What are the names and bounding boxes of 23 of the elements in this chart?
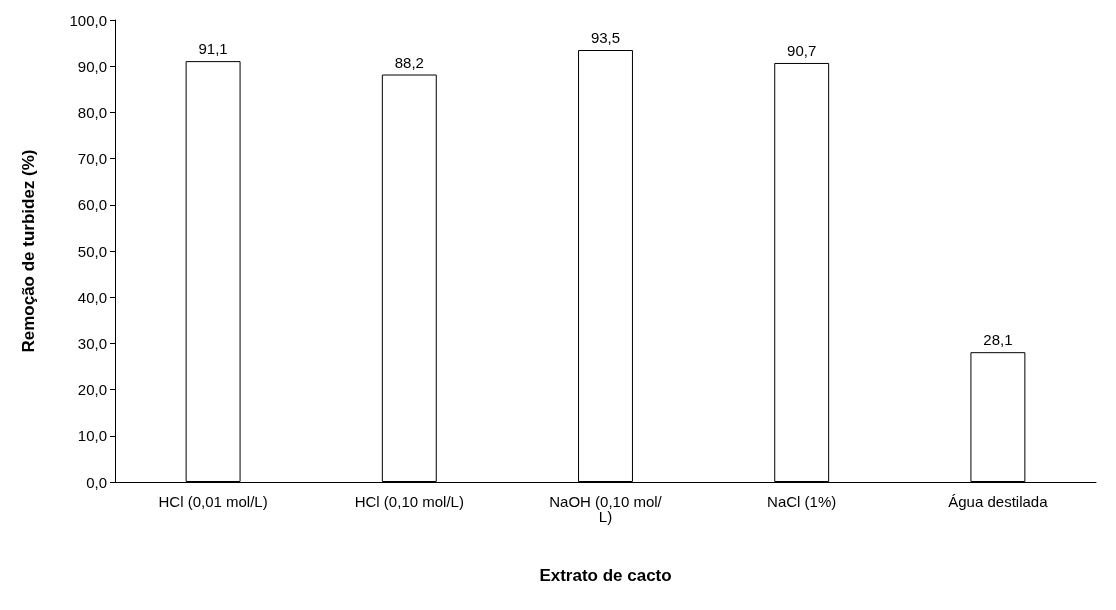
y-tick-label: 50,0: [77, 242, 107, 260]
x-tick-label: Água destilada: [948, 493, 1049, 510]
y-tick-label: 20,0: [77, 381, 107, 399]
y-tick-label: 0,0: [86, 473, 107, 491]
data-label: 91,1: [198, 40, 228, 58]
x-tick-label: HCl (0,10 mol/L): [354, 493, 464, 510]
data-label: 28,1: [983, 331, 1013, 349]
data-label: 93,5: [590, 29, 621, 47]
x-tick-label: NaCl (1%): [767, 493, 837, 510]
y-tick-label: 100,0: [69, 11, 107, 29]
y-tick-label: 90,0: [77, 57, 107, 75]
y-axis-title: Remoção de turbidez (%): [19, 149, 38, 353]
y-tick-label: 60,0: [77, 196, 107, 214]
x-tick-label: HCl (0,01 mol/L): [158, 493, 268, 510]
y-tick-label: 10,0: [77, 427, 107, 445]
y-tick-label: 40,0: [77, 288, 107, 306]
y-tick-label: 80,0: [77, 103, 107, 121]
y-tick-label: 70,0: [77, 150, 107, 168]
x-axis-title: Extrato de cacto: [539, 566, 672, 585]
data-label: 88,2: [394, 53, 424, 71]
x-tick-label: NaOH (0,10 mol/L): [549, 493, 663, 525]
data-label: 90,7: [787, 41, 817, 59]
y-tick-label: 30,0: [77, 334, 107, 352]
